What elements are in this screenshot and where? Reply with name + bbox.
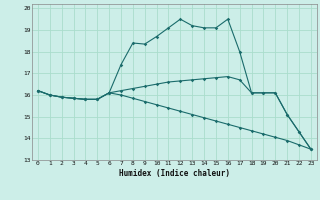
X-axis label: Humidex (Indice chaleur): Humidex (Indice chaleur)	[119, 169, 230, 178]
